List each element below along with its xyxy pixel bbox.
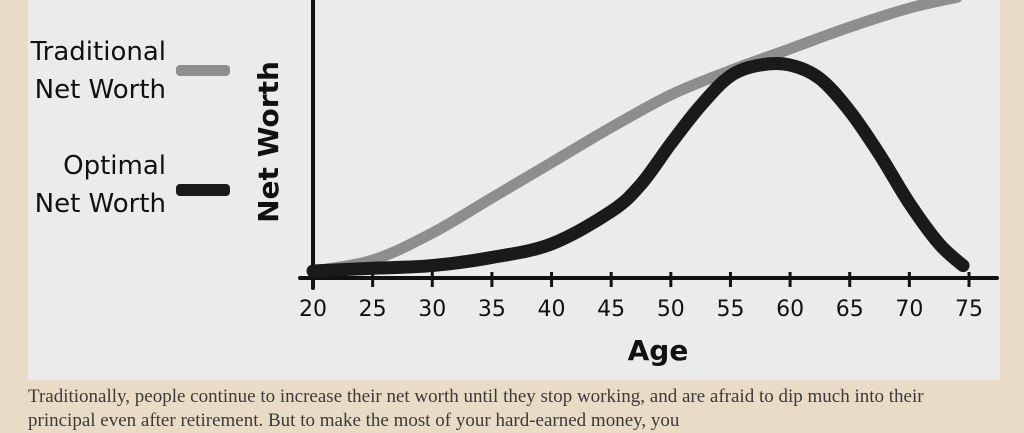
legend-label-optimal-2: Net Worth	[35, 189, 166, 219]
x-tick-label-40: 40	[538, 297, 566, 322]
x-tick-label-25: 25	[359, 297, 387, 322]
chart-figure: Traditional Net Worth Optimal Net Worth …	[28, 0, 1000, 380]
x-axis-label: Age	[628, 334, 689, 367]
x-tick-label-45: 45	[597, 297, 625, 322]
x-axis-ticks	[311, 272, 971, 287]
x-tick-label-55: 55	[716, 297, 744, 322]
legend-label-traditional-2: Net Worth	[35, 75, 166, 105]
x-tick-label-65: 65	[836, 297, 864, 322]
x-tick-label-35: 35	[478, 297, 506, 322]
series-line-optimal	[306, 57, 970, 278]
series-line-traditional	[307, 0, 962, 277]
x-tick-label-20: 20	[299, 297, 327, 322]
x-axis-tick-labels: 20 25 30 35 40 45 50 55 60 65 70 75	[299, 297, 983, 322]
caption-text: Traditionally, people continue to increa…	[28, 386, 924, 431]
legend-label-traditional-1: Traditional	[30, 37, 166, 67]
legend-swatch-optimal	[176, 184, 230, 196]
x-tick-label-60: 60	[776, 297, 804, 322]
legend-swatch-traditional	[176, 65, 230, 76]
x-tick-label-70: 70	[895, 297, 923, 322]
x-tick-label-50: 50	[657, 297, 685, 322]
chart-svg: Traditional Net Worth Optimal Net Worth …	[30, 0, 999, 367]
x-tick-label-75: 75	[955, 297, 983, 322]
y-axis-label: Net Worth	[252, 61, 285, 223]
legend-label-optimal-1: Optimal	[63, 151, 166, 181]
x-tick-label-30: 30	[418, 297, 446, 322]
